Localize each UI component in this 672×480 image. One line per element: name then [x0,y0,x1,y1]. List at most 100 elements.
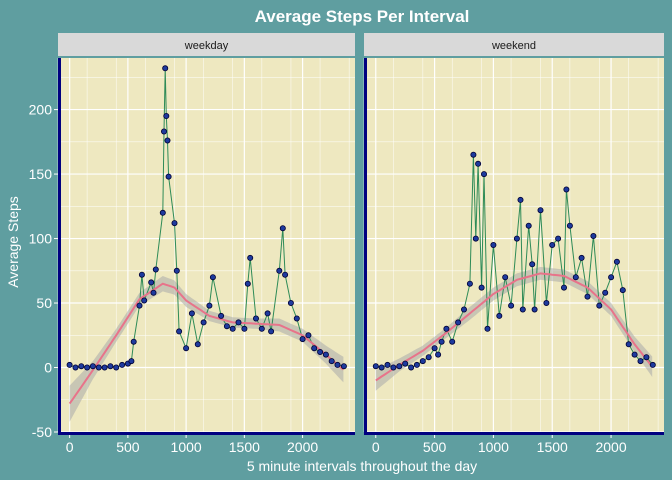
data-point [95,364,102,371]
data-point [113,364,120,371]
data-point [165,173,172,180]
data-point [631,351,638,358]
data-point [513,235,520,242]
data-point [478,284,485,291]
panel-background [58,58,355,432]
data-point [590,232,597,239]
facet-strip-label: weekend [491,40,536,52]
data-point [128,358,135,365]
data-point [531,306,538,313]
data-point [549,241,556,248]
data-point [475,160,482,167]
data-point [455,319,462,326]
data-point [305,332,312,339]
data-point [372,363,379,370]
data-point [138,271,145,278]
data-point [460,306,467,313]
data-point [229,325,236,332]
data-point [160,128,167,135]
data-point [141,297,148,304]
data-point [555,235,562,242]
data-point [247,254,254,261]
data-point [173,267,180,274]
data-point [484,325,491,332]
data-point [188,310,195,317]
data-point [438,338,445,345]
data-point [563,186,570,193]
x-tick-label: 1000 [171,439,202,455]
data-point [425,354,432,361]
data-point [268,328,275,335]
data-point [525,222,532,229]
data-point [608,274,615,281]
data-point [194,341,201,348]
data-point [66,361,73,368]
x-axis-title: 5 minute intervals throughout the day [247,458,477,474]
data-point [413,361,420,368]
data-point [435,351,442,358]
facet-strip [364,33,664,56]
x-tick-label: 1500 [229,439,260,455]
facet-panel-weekend: weekend 0 500 1000 1500 2000 [363,33,664,455]
data-point [402,360,409,367]
data-point [578,254,585,261]
data-point [218,312,225,319]
data-point [252,315,259,322]
data-point [183,345,190,352]
data-point [396,363,403,370]
data-point [340,363,347,370]
data-point [508,302,515,309]
x-tick-label: 2000 [287,439,318,455]
data-point [279,225,286,232]
data-point [317,348,324,355]
data-point [322,351,329,358]
data-point [311,345,318,352]
data-point [163,113,170,120]
data-point [209,274,216,281]
x-tick-label: 500 [116,439,140,455]
y-tick-label: -50 [32,424,52,440]
data-point [287,299,294,306]
data-point [223,323,230,330]
data-point [584,293,591,300]
x-tick-label: 2000 [595,439,626,455]
data-point [625,341,632,348]
data-point [264,310,271,317]
data-point [643,354,650,361]
data-point [419,358,426,365]
data-point [171,220,178,227]
facet-panel-weekday: weekday 0 500 1000 1500 2000 -50 0 50 100 150 200 [29,33,355,455]
data-point [107,363,114,370]
x-tick-label: 500 [423,439,447,455]
x-tick-label: 1000 [478,439,509,455]
data-point [119,361,126,368]
smooth-line [68,282,345,405]
data-point [449,338,456,345]
data-point [390,364,397,371]
data-point [480,171,487,178]
data-point [293,315,300,322]
data-point [490,241,497,248]
data-point [519,306,526,313]
y-tick-label: 100 [29,231,53,247]
data-point [431,345,438,352]
panel-background [364,58,664,432]
data-point [619,287,626,294]
facet-strip [58,33,355,56]
x-tick-label: 0 [66,439,74,455]
data-point [537,207,544,214]
data-point [566,222,573,229]
data-point [561,284,568,291]
data-point [378,364,385,371]
data-point [276,267,283,274]
data-point [334,361,341,368]
data-point [299,336,306,343]
x-tick-label: 1500 [537,439,568,455]
data-point [235,319,242,326]
data-point [200,319,207,326]
data-point [529,261,536,268]
data-point [258,325,265,332]
data-point [130,338,137,345]
y-tick-label: 0 [44,360,52,376]
